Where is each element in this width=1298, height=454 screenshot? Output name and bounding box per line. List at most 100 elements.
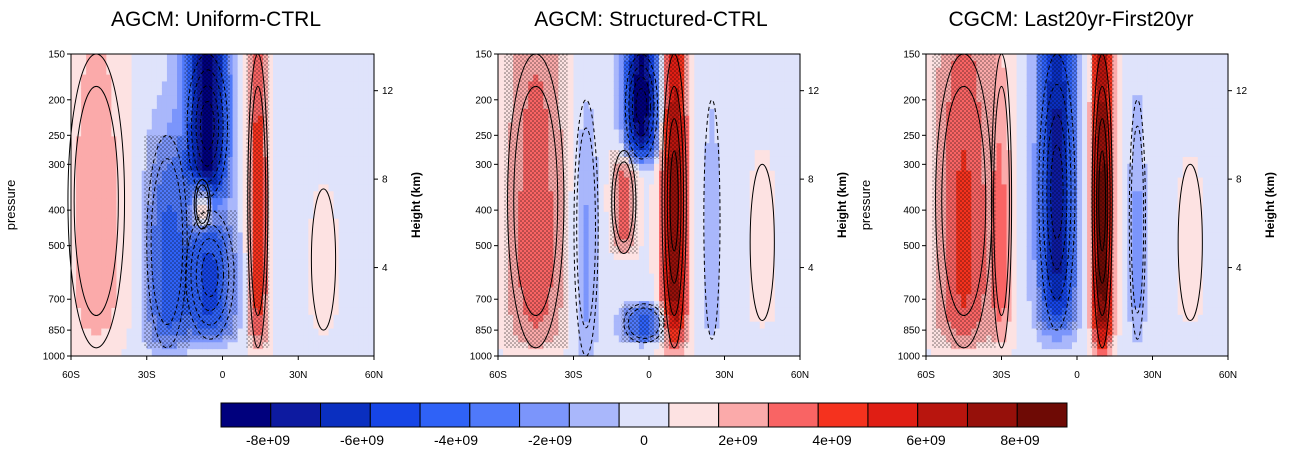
heatmap-cell — [161, 115, 168, 124]
heatmap-cell — [353, 321, 360, 330]
heatmap-cell — [288, 273, 294, 282]
heatmap-cell — [714, 54, 721, 62]
heatmap-cell — [86, 102, 92, 110]
heatmap-cell — [237, 184, 244, 192]
heatmap-cell — [303, 335, 309, 343]
heatmap-cell — [303, 218, 309, 227]
heatmap-cell — [288, 150, 294, 158]
heatmap-cell — [177, 81, 183, 89]
heatmap-cell — [358, 143, 365, 151]
heatmap-cell — [303, 81, 309, 89]
heatmap-cell — [338, 328, 345, 337]
heatmap-cell — [86, 156, 92, 165]
heatmap-cell — [348, 108, 355, 117]
heatmap-cell — [714, 239, 721, 247]
heatmap-cell — [583, 177, 590, 186]
heatmap-cell — [288, 143, 294, 151]
heatmap-cell — [704, 349, 710, 357]
heatmap-cell — [724, 321, 731, 330]
heatmap-cell — [313, 163, 320, 172]
heatmap-cell — [91, 211, 97, 220]
heatmap-cell — [749, 115, 756, 124]
heatmap-cell — [754, 170, 761, 179]
heatmap-cell — [121, 129, 128, 137]
heatmap-cell — [116, 143, 123, 151]
heatmap-cell — [298, 287, 304, 295]
heatmap-cell — [734, 218, 741, 227]
heatmap-cell — [734, 259, 741, 268]
heatmap-cell — [709, 205, 716, 213]
heatmap-cell — [638, 177, 645, 186]
heatmap-cell — [237, 163, 244, 172]
heatmap-cell — [156, 129, 163, 137]
heatmap-cell — [749, 163, 756, 172]
heatmap-cell — [709, 259, 716, 268]
heatmap-cell — [187, 198, 193, 206]
heatmap-cell — [719, 156, 726, 165]
heatmap-cell — [86, 115, 92, 124]
heatmap-cell — [71, 253, 77, 261]
heatmap-cell — [187, 349, 193, 357]
heatmap-cell — [237, 150, 244, 158]
heatmap-cell — [709, 218, 716, 227]
heatmap-cell — [709, 342, 716, 350]
heatmap-cell — [338, 74, 345, 83]
heatmap-cell — [578, 170, 585, 179]
heatmap-cell — [151, 95, 158, 103]
heatmap-cell — [739, 328, 746, 337]
heatmap-cell — [237, 321, 244, 330]
heatmap-cell — [111, 280, 118, 288]
heatmap-cell — [313, 294, 320, 302]
heatmap-cell — [293, 122, 299, 131]
heatmap-cell — [568, 314, 575, 323]
heatmap-cell — [242, 294, 249, 302]
heatmap-cell — [694, 67, 700, 76]
heatmap-cell — [603, 266, 610, 275]
heatmap-cell — [744, 218, 751, 227]
heatmap-cell — [106, 266, 112, 275]
heatmap-cell — [568, 74, 575, 83]
heatmap-cell — [267, 349, 274, 357]
heatmap-cell — [598, 108, 605, 117]
heatmap-cell — [578, 54, 585, 62]
heatmap-cell — [111, 102, 118, 110]
heatmap-cell — [603, 60, 610, 69]
heatmap-cell — [242, 259, 249, 268]
heatmap-cell — [156, 108, 163, 117]
heatmap-cell — [156, 74, 163, 83]
heatmap-cell — [96, 177, 102, 186]
heatmap-cell — [333, 95, 340, 103]
heatmap-cell — [328, 191, 335, 199]
heatmap-cell — [613, 328, 620, 337]
heatmap-cell — [739, 349, 746, 357]
heatmap-cell — [126, 67, 133, 76]
heatmap-cell — [714, 287, 721, 295]
heatmap-cell — [131, 88, 138, 96]
heatmap-cell — [323, 81, 330, 89]
heatmap-cell — [694, 259, 700, 268]
heatmap-cell — [694, 122, 700, 131]
x-tick-label: 60S — [62, 370, 80, 381]
heatmap-cell — [638, 287, 645, 295]
heatmap-cell — [76, 67, 82, 76]
heatmap-cell — [91, 321, 97, 330]
heatmap-cell — [714, 321, 721, 330]
heatmap-cell — [654, 342, 660, 350]
heatmap-cell — [283, 266, 289, 275]
heatmap-cell — [744, 301, 751, 309]
heatmap-cell — [729, 232, 736, 240]
heatmap-cell — [267, 74, 274, 83]
y-tick-label: 500 — [48, 241, 65, 252]
heatmap-cell — [654, 259, 660, 268]
heatmap-cell — [172, 349, 178, 357]
heatmap-cell — [76, 301, 82, 309]
heatmap-cell — [232, 67, 239, 76]
heatmap-cell — [568, 88, 575, 96]
heatmap-cell — [498, 205, 504, 213]
heatmap-cell — [177, 349, 183, 357]
heatmap-cell — [754, 95, 761, 103]
heatmap-cell — [278, 60, 284, 69]
heatmap-cell — [603, 335, 610, 343]
heatmap-cell — [654, 266, 660, 275]
heatmap-cell — [583, 349, 590, 357]
